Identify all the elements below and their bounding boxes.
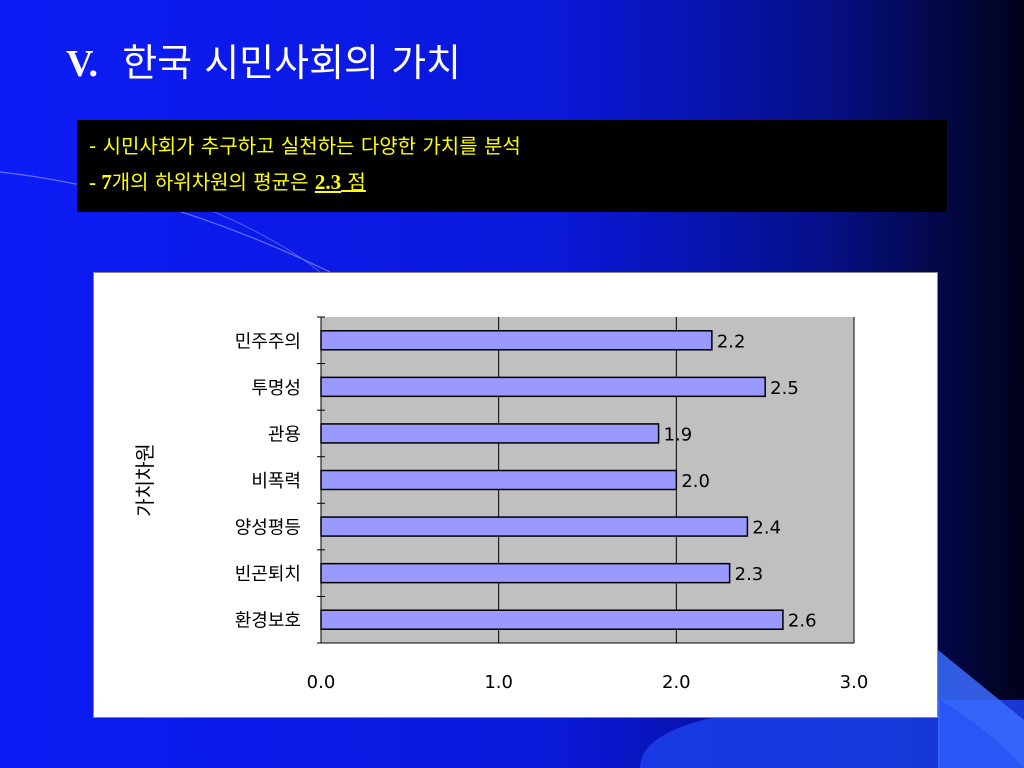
data-label: 1.9 xyxy=(664,424,693,445)
x-tick-label: 1.0 xyxy=(484,672,513,693)
title-roman-numeral: V. xyxy=(66,43,99,85)
summary-unit: 점 xyxy=(341,170,366,194)
summary-box: - 시민사회가 추구하고 실천하는 다양한 가치를 분석 - 7개의 하위차원의… xyxy=(77,120,947,212)
x-tick-label: 2.0 xyxy=(662,672,691,693)
bar-6 xyxy=(320,562,731,584)
data-label: 2.5 xyxy=(770,378,799,399)
x-tick-label: 3.0 xyxy=(840,672,869,693)
bar-4 xyxy=(320,469,678,491)
category-label: 양성평등 xyxy=(235,518,301,539)
data-label: 2.4 xyxy=(752,518,781,539)
category-label: 환경보호 xyxy=(235,611,301,632)
bar-3 xyxy=(320,423,660,444)
x-tick-label: 0.0 xyxy=(307,672,336,693)
bar-2 xyxy=(320,376,766,398)
bar-chart: 2.2 민주주의 2.5 투명성 1.9 관용 2.0 비폭력 2.4 양성평등 2.3 빈곤퇴치 2.… xyxy=(133,316,869,693)
summary-average-value: 2.3 xyxy=(314,170,342,194)
data-label: 2.6 xyxy=(788,611,817,632)
summary-line-2: - 7개의 하위차원의 평균은 2.3 점 xyxy=(89,164,947,200)
data-label: 2.3 xyxy=(735,564,764,585)
category-label: 비폭력 xyxy=(251,471,301,492)
slide-title: V. 한국 시민사회의 가치 xyxy=(66,32,461,87)
category-label: 민주주의 xyxy=(235,331,301,352)
category-label: 빈곤퇴치 xyxy=(235,564,301,585)
data-label: 2.0 xyxy=(681,471,710,492)
bar-5 xyxy=(320,516,749,537)
y-axis-title: 가치차원 xyxy=(133,443,157,517)
summary-text: 개의 하위차원의 평균은 xyxy=(111,170,315,194)
summary-line-1: - 시민사회가 추구하고 실천하는 다양한 가치를 분석 xyxy=(89,134,521,158)
bar-1 xyxy=(320,330,713,351)
title-text: 한국 시민사회의 가치 xyxy=(122,41,462,85)
data-label: 2.2 xyxy=(717,331,746,352)
category-label: 투명성 xyxy=(251,378,301,399)
summary-count: - 7 xyxy=(89,170,112,194)
category-label: 관용 xyxy=(268,424,301,445)
bar-7 xyxy=(320,609,784,630)
chart-panel: 2.2 민주주의 2.5 투명성 1.9 관용 2.0 비폭력 2.4 양성평등 2.3 빈곤퇴치 2.… xyxy=(93,272,938,718)
